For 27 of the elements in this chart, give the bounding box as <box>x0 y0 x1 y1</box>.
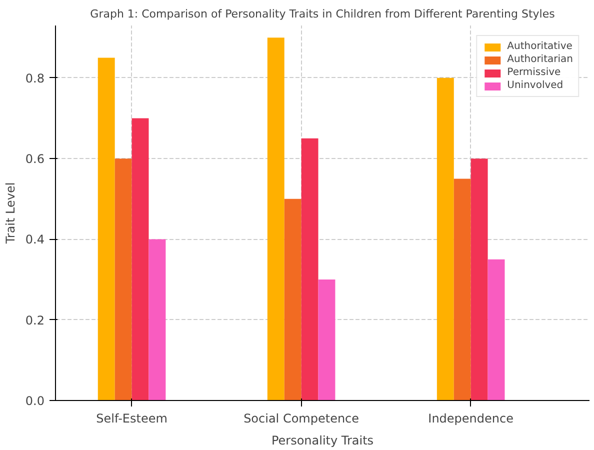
legend-label: Authoritarian <box>507 54 573 65</box>
bar <box>436 78 454 400</box>
bar <box>488 259 505 400</box>
bar <box>148 239 166 400</box>
bar <box>98 58 115 400</box>
y-axis-title: Trait Level <box>3 182 18 245</box>
bar <box>454 178 471 400</box>
bar <box>470 158 488 400</box>
legend-label: Uninvolved <box>507 80 564 91</box>
legend-label: Permissive <box>507 67 561 78</box>
y-tick-label: 0.8 <box>25 71 45 86</box>
bar <box>284 198 302 400</box>
y-tick-label: 0.6 <box>25 152 45 166</box>
x-axis-title: Personality Traits <box>271 434 374 448</box>
bar <box>267 38 284 400</box>
x-tick-label: Independence <box>428 412 514 426</box>
chart-title: Graph 1: Comparison of Personality Traits in Children from Different Parenting Styles <box>90 8 556 20</box>
x-tick-label: Self-Esteem <box>96 412 168 426</box>
bar <box>318 280 336 400</box>
y-tick-label: 0.0 <box>25 394 45 408</box>
x-tick-label: Social Competence <box>244 412 360 426</box>
y-tick-label: 0.4 <box>25 232 45 247</box>
bar <box>132 118 149 400</box>
legend-label: Authoritative <box>507 41 572 52</box>
bar <box>301 138 318 400</box>
y-tick-label: 0.2 <box>25 313 45 328</box>
bar <box>114 158 132 400</box>
